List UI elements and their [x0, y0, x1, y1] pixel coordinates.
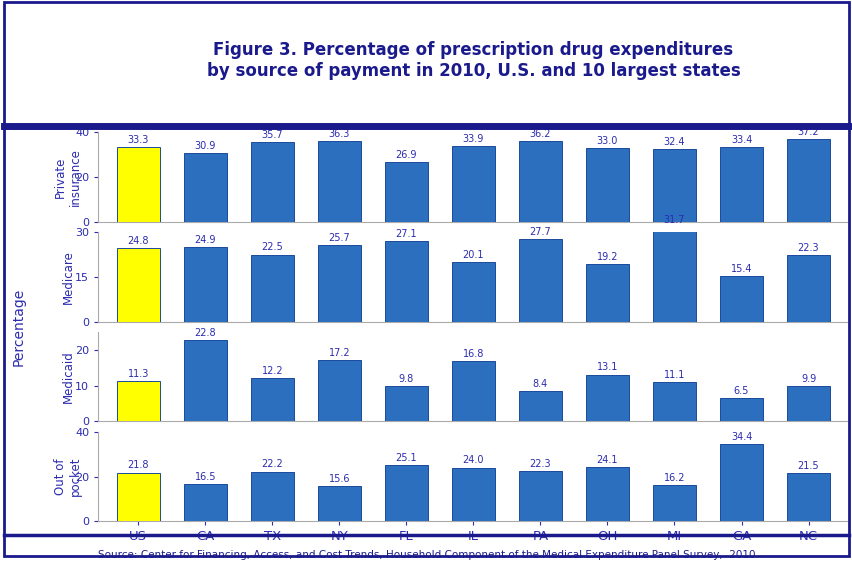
- Text: 16.8: 16.8: [462, 349, 484, 359]
- Text: 33.4: 33.4: [730, 135, 751, 145]
- Y-axis label: Medicaid: Medicaid: [61, 350, 74, 403]
- Text: Advancing
Excellence in
Health Care: Advancing Excellence in Health Care: [70, 59, 119, 89]
- Bar: [117, 381, 160, 422]
- Text: 13.1: 13.1: [596, 362, 618, 373]
- Bar: [786, 255, 829, 321]
- Bar: [384, 386, 428, 422]
- Bar: [317, 486, 360, 521]
- Bar: [317, 245, 360, 321]
- Text: 35.7: 35.7: [262, 130, 283, 140]
- Text: 22.5: 22.5: [262, 242, 283, 252]
- Bar: [652, 227, 695, 321]
- Text: 36.3: 36.3: [328, 128, 349, 138]
- Text: 6.5: 6.5: [733, 386, 748, 396]
- Bar: [384, 162, 428, 222]
- Bar: [183, 340, 227, 422]
- Text: 21.5: 21.5: [797, 461, 819, 471]
- Bar: [451, 468, 495, 521]
- Text: Percentage: Percentage: [12, 288, 26, 366]
- Text: 33.0: 33.0: [596, 136, 618, 146]
- Bar: [719, 444, 763, 521]
- Text: 9.8: 9.8: [398, 374, 413, 384]
- Text: 37.2: 37.2: [797, 127, 819, 137]
- Bar: [183, 248, 227, 321]
- Text: 15.4: 15.4: [730, 264, 751, 274]
- Y-axis label: Out of
pocket: Out of pocket: [54, 457, 82, 497]
- Y-axis label: Private
insurance: Private insurance: [54, 148, 82, 206]
- Text: 34.4: 34.4: [730, 432, 751, 442]
- Bar: [250, 255, 294, 321]
- Text: 24.8: 24.8: [128, 236, 149, 245]
- Bar: [786, 386, 829, 422]
- Text: 25.1: 25.1: [395, 453, 417, 463]
- Text: 15.6: 15.6: [328, 474, 349, 484]
- Bar: [719, 147, 763, 222]
- Text: 11.3: 11.3: [128, 369, 149, 379]
- Text: 19.2: 19.2: [596, 252, 618, 262]
- Bar: [518, 392, 561, 422]
- Bar: [451, 146, 495, 222]
- Text: 12.2: 12.2: [262, 366, 283, 376]
- Text: 17.2: 17.2: [328, 348, 350, 358]
- Text: 33.9: 33.9: [462, 134, 484, 144]
- Text: 11.1: 11.1: [663, 370, 684, 380]
- Bar: [786, 139, 829, 222]
- Bar: [585, 264, 629, 321]
- Bar: [451, 361, 495, 422]
- Text: 9.9: 9.9: [800, 374, 815, 384]
- Bar: [183, 153, 227, 222]
- Text: 21.8: 21.8: [128, 460, 149, 471]
- Text: 33.3: 33.3: [128, 135, 149, 145]
- Bar: [451, 262, 495, 321]
- Bar: [518, 239, 561, 321]
- Text: Source: Center for Financing, Access, and Cost Trends, Household Component of th: Source: Center for Financing, Access, an…: [98, 550, 754, 560]
- Bar: [719, 398, 763, 422]
- Text: 26.9: 26.9: [395, 150, 417, 160]
- Bar: [250, 472, 294, 521]
- Text: 30.9: 30.9: [194, 141, 216, 150]
- Text: AHRQ: AHRQ: [63, 34, 126, 52]
- Bar: [585, 374, 629, 422]
- Text: 22.3: 22.3: [529, 459, 550, 469]
- Bar: [518, 471, 561, 521]
- Bar: [384, 465, 428, 521]
- Bar: [719, 276, 763, 321]
- Text: 16.2: 16.2: [663, 473, 684, 483]
- Bar: [250, 142, 294, 222]
- Bar: [117, 472, 160, 521]
- Text: 25.7: 25.7: [328, 233, 350, 243]
- Text: 36.2: 36.2: [529, 129, 550, 139]
- Bar: [317, 360, 360, 422]
- Text: 24.1: 24.1: [596, 455, 618, 465]
- Text: 31.7: 31.7: [663, 215, 684, 225]
- Text: 27.7: 27.7: [529, 227, 550, 237]
- Text: 27.1: 27.1: [395, 229, 417, 238]
- Bar: [585, 467, 629, 521]
- Bar: [786, 473, 829, 521]
- Bar: [250, 378, 294, 422]
- Bar: [518, 141, 561, 222]
- Text: 20.1: 20.1: [462, 249, 484, 260]
- Text: 16.5: 16.5: [194, 472, 216, 482]
- Text: 22.8: 22.8: [194, 328, 216, 338]
- Bar: [652, 149, 695, 222]
- Bar: [117, 248, 160, 321]
- Y-axis label: Medicare: Medicare: [61, 250, 74, 304]
- Text: 24.9: 24.9: [194, 235, 216, 245]
- Text: 22.3: 22.3: [797, 243, 819, 253]
- Text: 32.4: 32.4: [663, 137, 684, 147]
- Text: 24.0: 24.0: [462, 456, 484, 465]
- Bar: [183, 484, 227, 521]
- Bar: [117, 147, 160, 222]
- Bar: [652, 382, 695, 422]
- Text: 22.2: 22.2: [262, 460, 283, 469]
- Text: 8.4: 8.4: [532, 379, 548, 389]
- Bar: [317, 141, 360, 222]
- Bar: [585, 148, 629, 222]
- Bar: [384, 241, 428, 321]
- Text: Figure 3. Percentage of prescription drug expenditures
by source of payment in 2: Figure 3. Percentage of prescription dru…: [206, 41, 740, 80]
- Bar: [652, 485, 695, 521]
